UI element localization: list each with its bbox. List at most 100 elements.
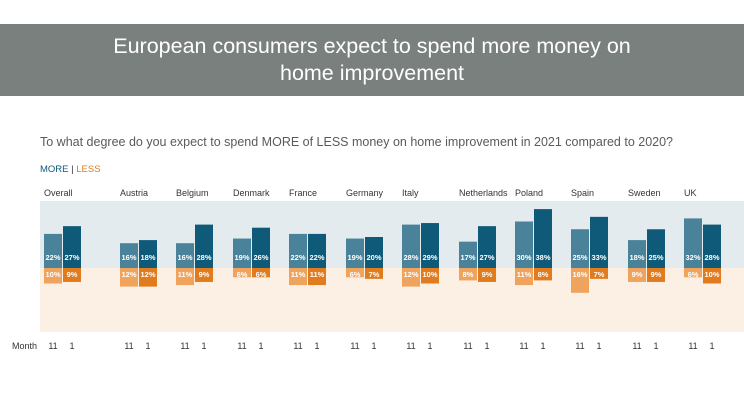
legend-separator: | xyxy=(71,164,74,175)
data-label-less-11: 11% xyxy=(517,270,532,279)
data-label-less-1: 10% xyxy=(422,270,437,279)
data-label-more-11: 17% xyxy=(460,253,475,262)
data-label-more-1: 28% xyxy=(196,253,211,262)
bar-less-1 xyxy=(647,268,665,282)
bar-more-1 xyxy=(195,224,213,268)
month-tick-1: 1 xyxy=(314,341,319,351)
data-label-less-1: 9% xyxy=(67,270,78,279)
question-text: To what degree do you expect to spend MO… xyxy=(40,135,674,149)
data-label-less-11: 6% xyxy=(688,270,699,279)
month-tick-1: 1 xyxy=(596,341,601,351)
data-label-more-11: 28% xyxy=(403,253,418,262)
month-tick-1: 1 xyxy=(484,341,489,351)
category-label: Belgium xyxy=(176,188,209,198)
data-label-less-1: 9% xyxy=(651,270,662,279)
data-label-more-11: 25% xyxy=(572,253,587,262)
bar-less-11 xyxy=(571,268,589,293)
bar-more-1 xyxy=(703,224,721,268)
data-label-more-11: 30% xyxy=(516,253,531,262)
bar-less-11 xyxy=(120,268,138,287)
bar-less-1 xyxy=(421,268,439,284)
bar-more-11 xyxy=(233,238,251,268)
data-label-less-11: 6% xyxy=(350,270,361,279)
month-axis-label: Month xyxy=(12,341,37,351)
bar-less-11 xyxy=(176,268,194,286)
data-label-more-1: 27% xyxy=(64,253,79,262)
month-tick-11: 11 xyxy=(688,341,697,351)
bar-more-11 xyxy=(346,238,364,268)
bar-less-11 xyxy=(44,268,62,284)
data-label-more-11: 32% xyxy=(685,253,700,262)
bar-more-1 xyxy=(590,216,608,268)
bar-less-1 xyxy=(63,268,81,282)
bar-more-1 xyxy=(308,233,326,268)
data-label-less-11: 16% xyxy=(572,270,587,279)
month-tick-1: 1 xyxy=(540,341,545,351)
bar-more-11 xyxy=(571,229,589,268)
month-tick-11: 11 xyxy=(632,341,641,351)
category-label: Austria xyxy=(120,188,148,198)
month-tick-1: 1 xyxy=(201,341,206,351)
bar-more-1 xyxy=(421,223,439,268)
bar-more-1 xyxy=(365,237,383,268)
bar-more-11 xyxy=(120,243,138,268)
data-label-less-11: 10% xyxy=(45,270,60,279)
month-tick-1: 1 xyxy=(709,341,714,351)
month-tick-11: 11 xyxy=(124,341,133,351)
data-label-less-1: 8% xyxy=(538,270,549,279)
bar-more-11 xyxy=(628,240,646,268)
bar-more-11 xyxy=(459,241,477,268)
bar-more-1 xyxy=(139,240,157,268)
bar-more-1 xyxy=(478,226,496,268)
data-label-more-1: 25% xyxy=(648,253,663,262)
bar-less-11 xyxy=(515,268,533,286)
chart-title: European consumers expect to spend more … xyxy=(113,34,631,85)
data-label-more-11: 19% xyxy=(347,253,362,262)
data-label-more-1: 26% xyxy=(253,253,268,262)
data-label-more-1: 38% xyxy=(535,253,550,262)
category-label: Spain xyxy=(571,188,594,198)
bar-less-1 xyxy=(252,268,270,278)
data-label-less-1: 9% xyxy=(199,270,210,279)
title-banner: European consumers expect to spend more … xyxy=(0,24,744,96)
bar-more-1 xyxy=(63,226,81,268)
bar-more-11 xyxy=(289,233,307,268)
category-label: UK xyxy=(684,188,697,198)
category-label: Denmark xyxy=(233,188,270,198)
bar-less-1 xyxy=(703,268,721,284)
bar-less-1 xyxy=(195,268,213,282)
data-label-less-11: 6% xyxy=(237,270,248,279)
data-label-more-11: 22% xyxy=(290,253,305,262)
month-tick-1: 1 xyxy=(258,341,263,351)
category-label: Sweden xyxy=(628,188,661,198)
data-label-less-11: 8% xyxy=(463,270,474,279)
bar-more-1 xyxy=(252,227,270,268)
category-label: France xyxy=(289,188,317,198)
category-label: Netherlands xyxy=(459,188,508,198)
bar-less-11 xyxy=(459,268,477,281)
data-label-less-11: 11% xyxy=(178,270,193,279)
month-tick-11: 11 xyxy=(180,341,189,351)
bar-more-11 xyxy=(44,233,62,268)
less-band xyxy=(40,268,744,332)
data-label-more-1: 20% xyxy=(366,253,381,262)
data-label-less-11: 12% xyxy=(121,270,136,279)
month-tick-1: 1 xyxy=(371,341,376,351)
data-label-less-1: 12% xyxy=(140,270,155,279)
month-tick-1: 1 xyxy=(427,341,432,351)
data-label-less-1: 11% xyxy=(310,270,325,279)
bar-less-1 xyxy=(534,268,552,281)
month-tick-11: 11 xyxy=(463,341,472,351)
bar-less-1 xyxy=(478,268,496,282)
data-label-less-1: 7% xyxy=(594,270,605,279)
month-tick-11: 11 xyxy=(406,341,415,351)
data-label-more-11: 19% xyxy=(234,253,249,262)
data-label-more-11: 16% xyxy=(121,253,136,262)
bar-more-11 xyxy=(515,221,533,268)
month-tick-1: 1 xyxy=(69,341,74,351)
category-label: Germany xyxy=(346,188,384,198)
data-label-more-1: 29% xyxy=(422,253,437,262)
bar-more-1 xyxy=(534,209,552,268)
data-label-less-1: 10% xyxy=(704,270,719,279)
